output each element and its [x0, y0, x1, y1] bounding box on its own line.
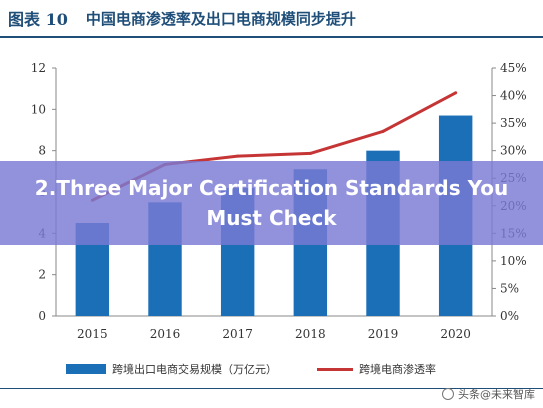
x-tick-label: 2020	[440, 327, 471, 341]
y-right-tick-label: 45%	[500, 61, 527, 75]
y-left-tick-label: 12	[31, 61, 46, 75]
y-left-tick-label: 10	[31, 102, 46, 116]
figure-title: 中国电商渗透率及出口电商规模同步提升	[85, 9, 356, 28]
y-left-tick-label: 0	[38, 309, 46, 323]
line-point	[308, 151, 312, 155]
legend-label-bar: 跨境出口电商交易规模（万亿元）	[112, 363, 277, 376]
x-tick-label: 2016	[150, 327, 181, 341]
y-right-tick-label: 40%	[500, 89, 527, 103]
legend-swatch-bar	[66, 364, 106, 374]
line-point	[454, 91, 458, 95]
y-right-tick-label: 10%	[500, 254, 527, 268]
title-overlay-banner: 2.Three Major Certification Standards Yo…	[0, 161, 543, 245]
line-point	[236, 154, 240, 158]
x-tick-label: 2019	[368, 327, 399, 341]
figure-header: 图表 10 中国电商渗透率及出口电商规模同步提升	[0, 0, 543, 38]
chart-legend: 跨境出口电商交易规模（万亿元） 跨境电商渗透率	[0, 358, 543, 380]
y-right-tick-label: 35%	[500, 116, 527, 130]
logo-icon	[442, 388, 454, 400]
legend-item-bar: 跨境出口电商交易规模（万亿元）	[66, 361, 277, 377]
watermark: 头条@未来智库	[442, 386, 535, 402]
line-point	[381, 129, 385, 133]
y-left-tick-label: 8	[38, 144, 46, 158]
bottom-rule	[0, 388, 543, 389]
x-tick-label: 2018	[295, 327, 326, 341]
y-left-tick-label: 2	[38, 268, 46, 282]
y-right-tick-label: 30%	[500, 144, 527, 158]
legend-label-line: 跨境电商渗透率	[359, 363, 436, 376]
watermark-text: 头条@未来智库	[458, 388, 535, 401]
legend-swatch-line	[317, 367, 353, 371]
legend-item-line: 跨境电商渗透率	[317, 361, 436, 377]
x-tick-label: 2015	[77, 327, 108, 341]
figure-label: 图表 10	[8, 10, 68, 29]
y-right-tick-label: 0%	[500, 309, 519, 323]
overlay-title: 2.Three Major Certification Standards Yo…	[34, 176, 509, 230]
x-tick-label: 2017	[222, 327, 253, 341]
y-right-tick-label: 5%	[500, 281, 519, 295]
